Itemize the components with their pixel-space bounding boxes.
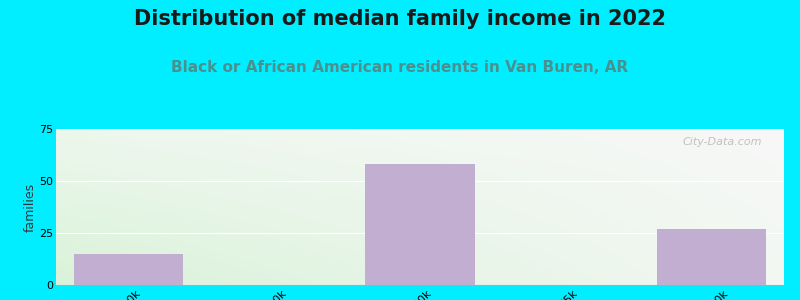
- Bar: [366, 164, 474, 285]
- Text: Black or African American residents in Van Buren, AR: Black or African American residents in V…: [171, 60, 629, 75]
- Bar: [74, 254, 183, 285]
- Text: City-Data.com: City-Data.com: [682, 137, 762, 147]
- Y-axis label: families: families: [23, 182, 36, 232]
- Text: Distribution of median family income in 2022: Distribution of median family income in …: [134, 9, 666, 29]
- Bar: [657, 229, 766, 285]
